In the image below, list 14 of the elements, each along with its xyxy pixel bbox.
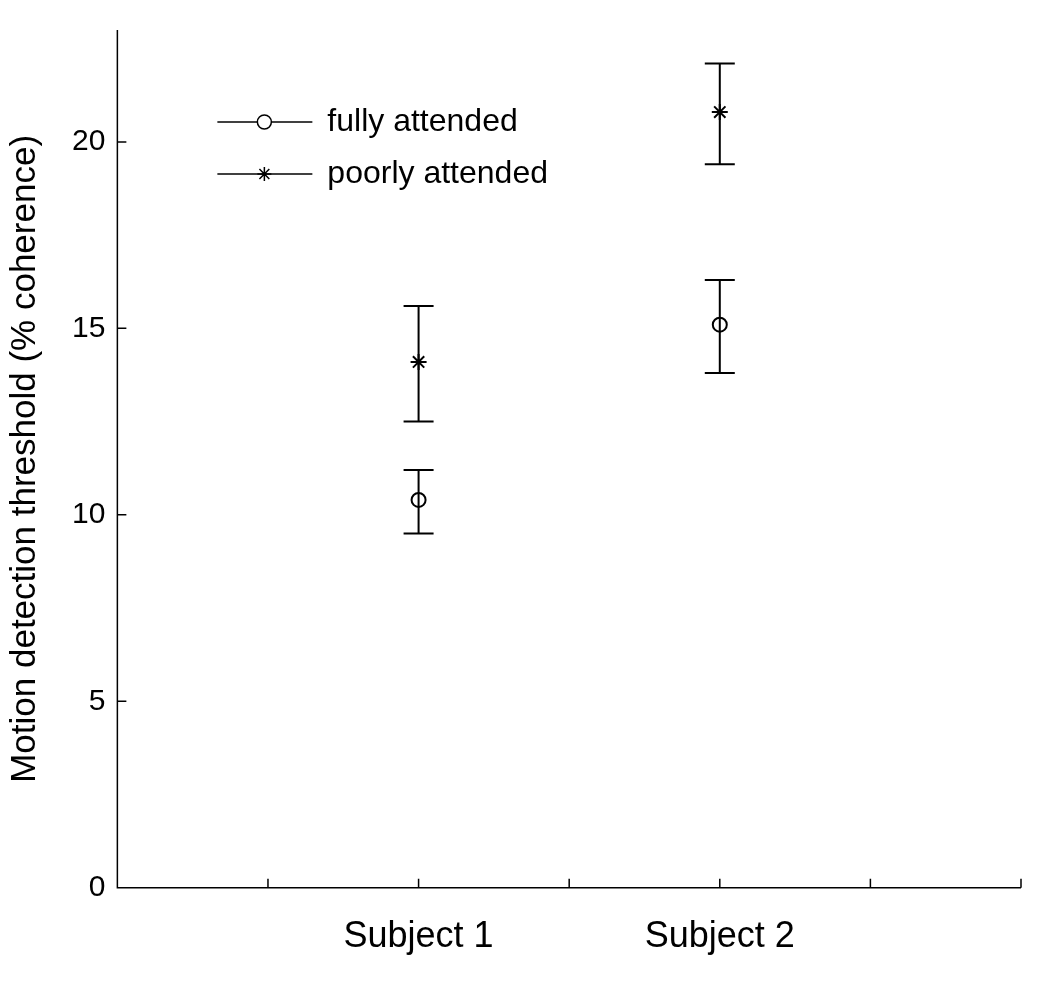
y-tick-label: 10: [71, 496, 106, 530]
y-tick-label: 15: [71, 309, 106, 343]
point: [409, 352, 428, 371]
point: [710, 103, 729, 122]
y-tick-label: 20: [71, 123, 106, 157]
x-tick-label: Subject 2: [644, 914, 795, 956]
point: [711, 316, 728, 333]
legend-label: fully attended: [327, 101, 518, 138]
y-axis-title: Motion detection threshold (% coherence): [2, 134, 42, 783]
y-tick-label: 5: [88, 682, 106, 716]
x-tick-label: Subject 1: [343, 914, 494, 956]
point: [410, 491, 427, 508]
legend-label: poorly attended: [327, 153, 548, 190]
y-tick-label: 0: [88, 869, 106, 903]
